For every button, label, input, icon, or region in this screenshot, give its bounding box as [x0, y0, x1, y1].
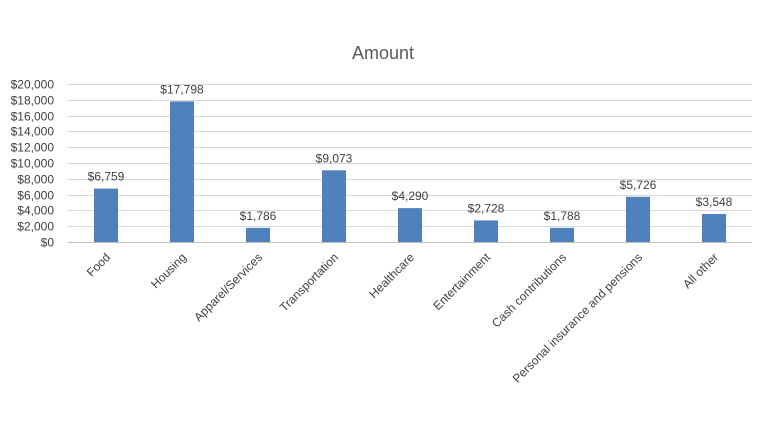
bar-entertainment — [474, 220, 498, 242]
y-tick-label: $10,000 — [11, 157, 55, 171]
y-tick-label: $14,000 — [11, 125, 55, 139]
data-label: $2,728 — [468, 201, 505, 215]
x-tick-label: Healthcare — [366, 250, 417, 301]
bar-personal-insurance-and-pensions — [626, 196, 650, 242]
x-tick-label: Cash contributions — [489, 250, 569, 330]
y-tick-label: $4,000 — [17, 204, 54, 218]
y-tick-label: $18,000 — [11, 94, 55, 108]
x-tick-label: Transportation — [277, 250, 341, 314]
bar-healthcare — [398, 208, 422, 242]
data-label: $5,726 — [620, 178, 657, 192]
y-tick-label: $6,000 — [17, 189, 54, 203]
x-tick-label: Apparel/Services — [191, 250, 265, 324]
bar-apparel-services — [246, 227, 270, 242]
x-tick-label: All other — [680, 250, 721, 291]
data-label: $3,548 — [696, 195, 733, 209]
y-tick-label: $16,000 — [11, 110, 55, 124]
x-tick-label: Entertainment — [430, 250, 493, 313]
x-tick-label: Housing — [148, 250, 189, 291]
x-tick-label: Food — [84, 250, 113, 279]
bar-all-other — [702, 213, 726, 242]
data-label: $17,798 — [160, 82, 204, 96]
x-tick-label: Personal insurance and pensions — [510, 250, 645, 385]
bar-transportation — [322, 170, 346, 242]
bars — [94, 101, 726, 242]
y-tick-label: $20,000 — [11, 78, 55, 92]
y-tick-label: $12,000 — [11, 141, 55, 155]
data-label: $4,290 — [392, 189, 429, 203]
y-tick-label: $2,000 — [17, 220, 54, 234]
data-label: $1,786 — [240, 209, 277, 223]
x-axis-tick-labels: Food Housing Apparel/Services Transportatio… — [84, 250, 721, 386]
y-tick-label: $8,000 — [17, 173, 54, 187]
y-axis-tick-labels: $0 $2,000 $4,000$6,000 $8,000 $10,000 $12,000… — [11, 78, 55, 250]
data-label: $1,788 — [544, 209, 581, 223]
bar-cash-contributions — [550, 227, 574, 242]
data-label: $6,759 — [88, 170, 125, 184]
bar-housing — [170, 101, 194, 242]
bar-food — [94, 188, 118, 242]
chart-title: Amount — [352, 43, 414, 63]
y-tick-label: $0 — [41, 236, 55, 250]
data-label: $9,073 — [316, 151, 353, 165]
data-labels: $6,759 $17,798 $1,786 $9,073 $4,290 $2,728 $1,… — [88, 82, 733, 222]
